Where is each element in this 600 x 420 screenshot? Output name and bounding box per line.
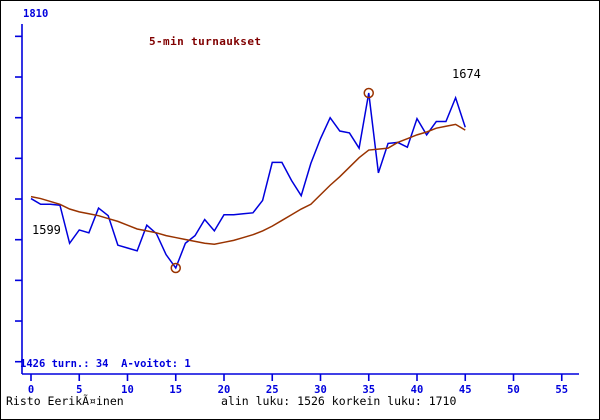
first-point-label: 1599: [32, 223, 61, 237]
svg-text:0: 0: [28, 384, 34, 396]
svg-text:5: 5: [76, 384, 82, 396]
svg-text:20: 20: [218, 384, 231, 396]
svg-text:25: 25: [266, 384, 279, 396]
y-axis-bottom-stats-label: 1426 turn.: 34 A-voitot: 1: [20, 358, 191, 370]
player-name: Risto EerikÃ¤inen: [6, 394, 124, 408]
min-max-stats: alin luku: 1526 korkein luku: 1710: [221, 394, 457, 408]
svg-text:55: 55: [555, 384, 568, 396]
svg-text:40: 40: [411, 384, 424, 396]
svg-text:45: 45: [459, 384, 472, 396]
svg-text:30: 30: [314, 384, 327, 396]
svg-text:15: 15: [169, 384, 182, 396]
last-point-label: 1674: [452, 67, 481, 81]
svg-text:50: 50: [507, 384, 520, 396]
svg-text:35: 35: [362, 384, 375, 396]
svg-text:10: 10: [121, 384, 134, 396]
y-axis-top-label: 1810: [23, 8, 49, 20]
chart-title: 5-min turnaukset: [149, 35, 262, 48]
